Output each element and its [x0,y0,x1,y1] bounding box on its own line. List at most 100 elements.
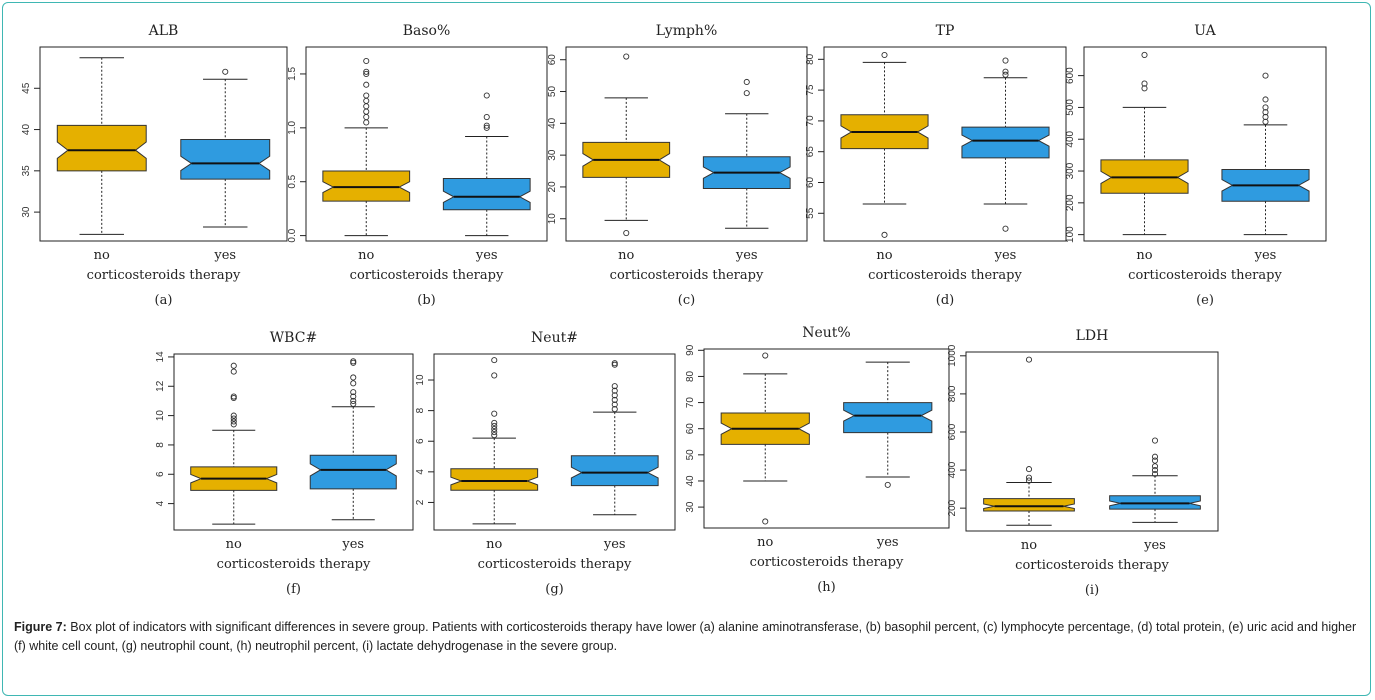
x-category-label: yes [475,248,498,263]
y-tick-label: 0.0 [287,228,298,242]
outlier-point [491,422,498,429]
outlier-point [363,92,370,99]
plot-frame [565,46,808,242]
outlier-point [881,51,888,59]
outlier-point [1002,68,1009,75]
outlier-point [1151,453,1159,460]
y-tick-label: 20 [547,181,558,193]
box-yes [843,402,933,434]
outlier-point [884,481,891,488]
y-tick-label: 70 [805,115,816,127]
outlier-point [230,415,237,422]
x-category-label: no [358,248,374,263]
outlier-point [491,429,498,436]
y-tick-label: 50 [685,449,696,461]
y-tick-label: 35 [21,165,32,177]
plot-frame [965,351,1219,532]
outlier-point [1141,80,1148,87]
y-tick-label: 6 [155,471,166,477]
x-axis-label: corticosteroids therapy [750,555,904,570]
x-axis-label: corticosteroids therapy [1015,558,1169,573]
panel-label: (g) [545,582,563,597]
outlier-point [881,231,888,238]
outlier-point [483,114,490,121]
x-category-label: yes [994,248,1017,263]
plot-frame [703,348,950,529]
outlier-point [611,406,618,413]
y-tick-label: 800 [947,385,958,402]
outlier-point [363,119,370,126]
outlier-point [1262,104,1269,111]
outlier-point [491,410,498,417]
outlier-point [1262,72,1269,79]
box-no [322,170,411,202]
outlier-point [363,97,370,104]
x-category-label: no [618,248,634,263]
outlier-point [491,425,498,433]
outlier-point [230,368,237,375]
plot-frame [39,46,288,242]
caption-label: Figure 7: [14,620,67,634]
caption-text: Box plot of indicators with significant … [14,620,1357,653]
y-tick-label: 0.5 [287,174,298,188]
box-yes [570,455,659,487]
plot-frame [305,46,548,242]
panel-label: (i) [1085,583,1099,598]
outlier-point [1151,467,1159,474]
outlier-point [230,362,237,369]
chart-4: TP 55 60 65 70 75 80 no yes corticosteroids thera… [805,23,1067,308]
outlier-point [611,392,618,399]
outlier-point [350,400,357,407]
y-tick-label: 600 [1065,67,1076,84]
y-tick-label: 30 [547,149,558,161]
outlier-point [363,108,370,115]
y-tick-label: 1000 [947,344,958,367]
y-tick-label: 40 [547,117,558,129]
y-tick-label: 4 [155,500,166,506]
outlier-point [762,352,769,359]
panel-label: (a) [155,293,173,308]
panel-label: (f) [286,582,301,597]
figure-caption: Figure 7: Box plot of indicators with si… [14,618,1359,656]
y-tick-label: 8 [415,407,426,413]
y-tick-label: 8 [155,442,166,448]
outlier-point [350,374,357,381]
x-category-label: no [876,248,892,263]
y-tick-label: 300 [1065,162,1076,179]
outlier-point [230,393,237,400]
outlier-point [1002,71,1009,78]
outlier-point [1151,437,1159,444]
x-axis-label: corticosteroids therapy [868,268,1022,283]
chart-3: Lymph% 10 20 30 40 50 60 no yes corticosteroids t… [547,23,808,308]
chart-title: LDH [1076,328,1109,344]
chart-title: Baso% [403,23,451,39]
outlier-point [1025,466,1033,473]
panel-label: (h) [817,580,836,595]
outlier-point [363,57,370,65]
outlier-point [350,358,357,365]
outlier-point [611,401,618,408]
x-category-label: no [94,248,110,263]
x-category-label: no [1136,248,1152,263]
outlier-point [1025,477,1033,484]
y-tick-label: 2 [415,499,426,505]
plot-frame [173,353,414,531]
outlier-point [1151,463,1159,470]
outlier-point [363,103,370,110]
outlier-point [483,124,490,131]
outlier-point [222,68,229,75]
y-tick-label: 80 [805,53,816,65]
outlier-point [350,393,357,400]
plot-frame [823,46,1067,242]
y-tick-label: 90 [685,344,696,356]
x-category-label: no [226,537,242,552]
plot-frame [1083,46,1327,242]
outlier-point [491,357,498,364]
x-category-label: yes [1254,248,1277,263]
outlier-point [1002,57,1009,64]
chart-title: TP [936,23,955,39]
outlier-point [611,360,618,367]
chart-title: WBC# [270,330,317,346]
